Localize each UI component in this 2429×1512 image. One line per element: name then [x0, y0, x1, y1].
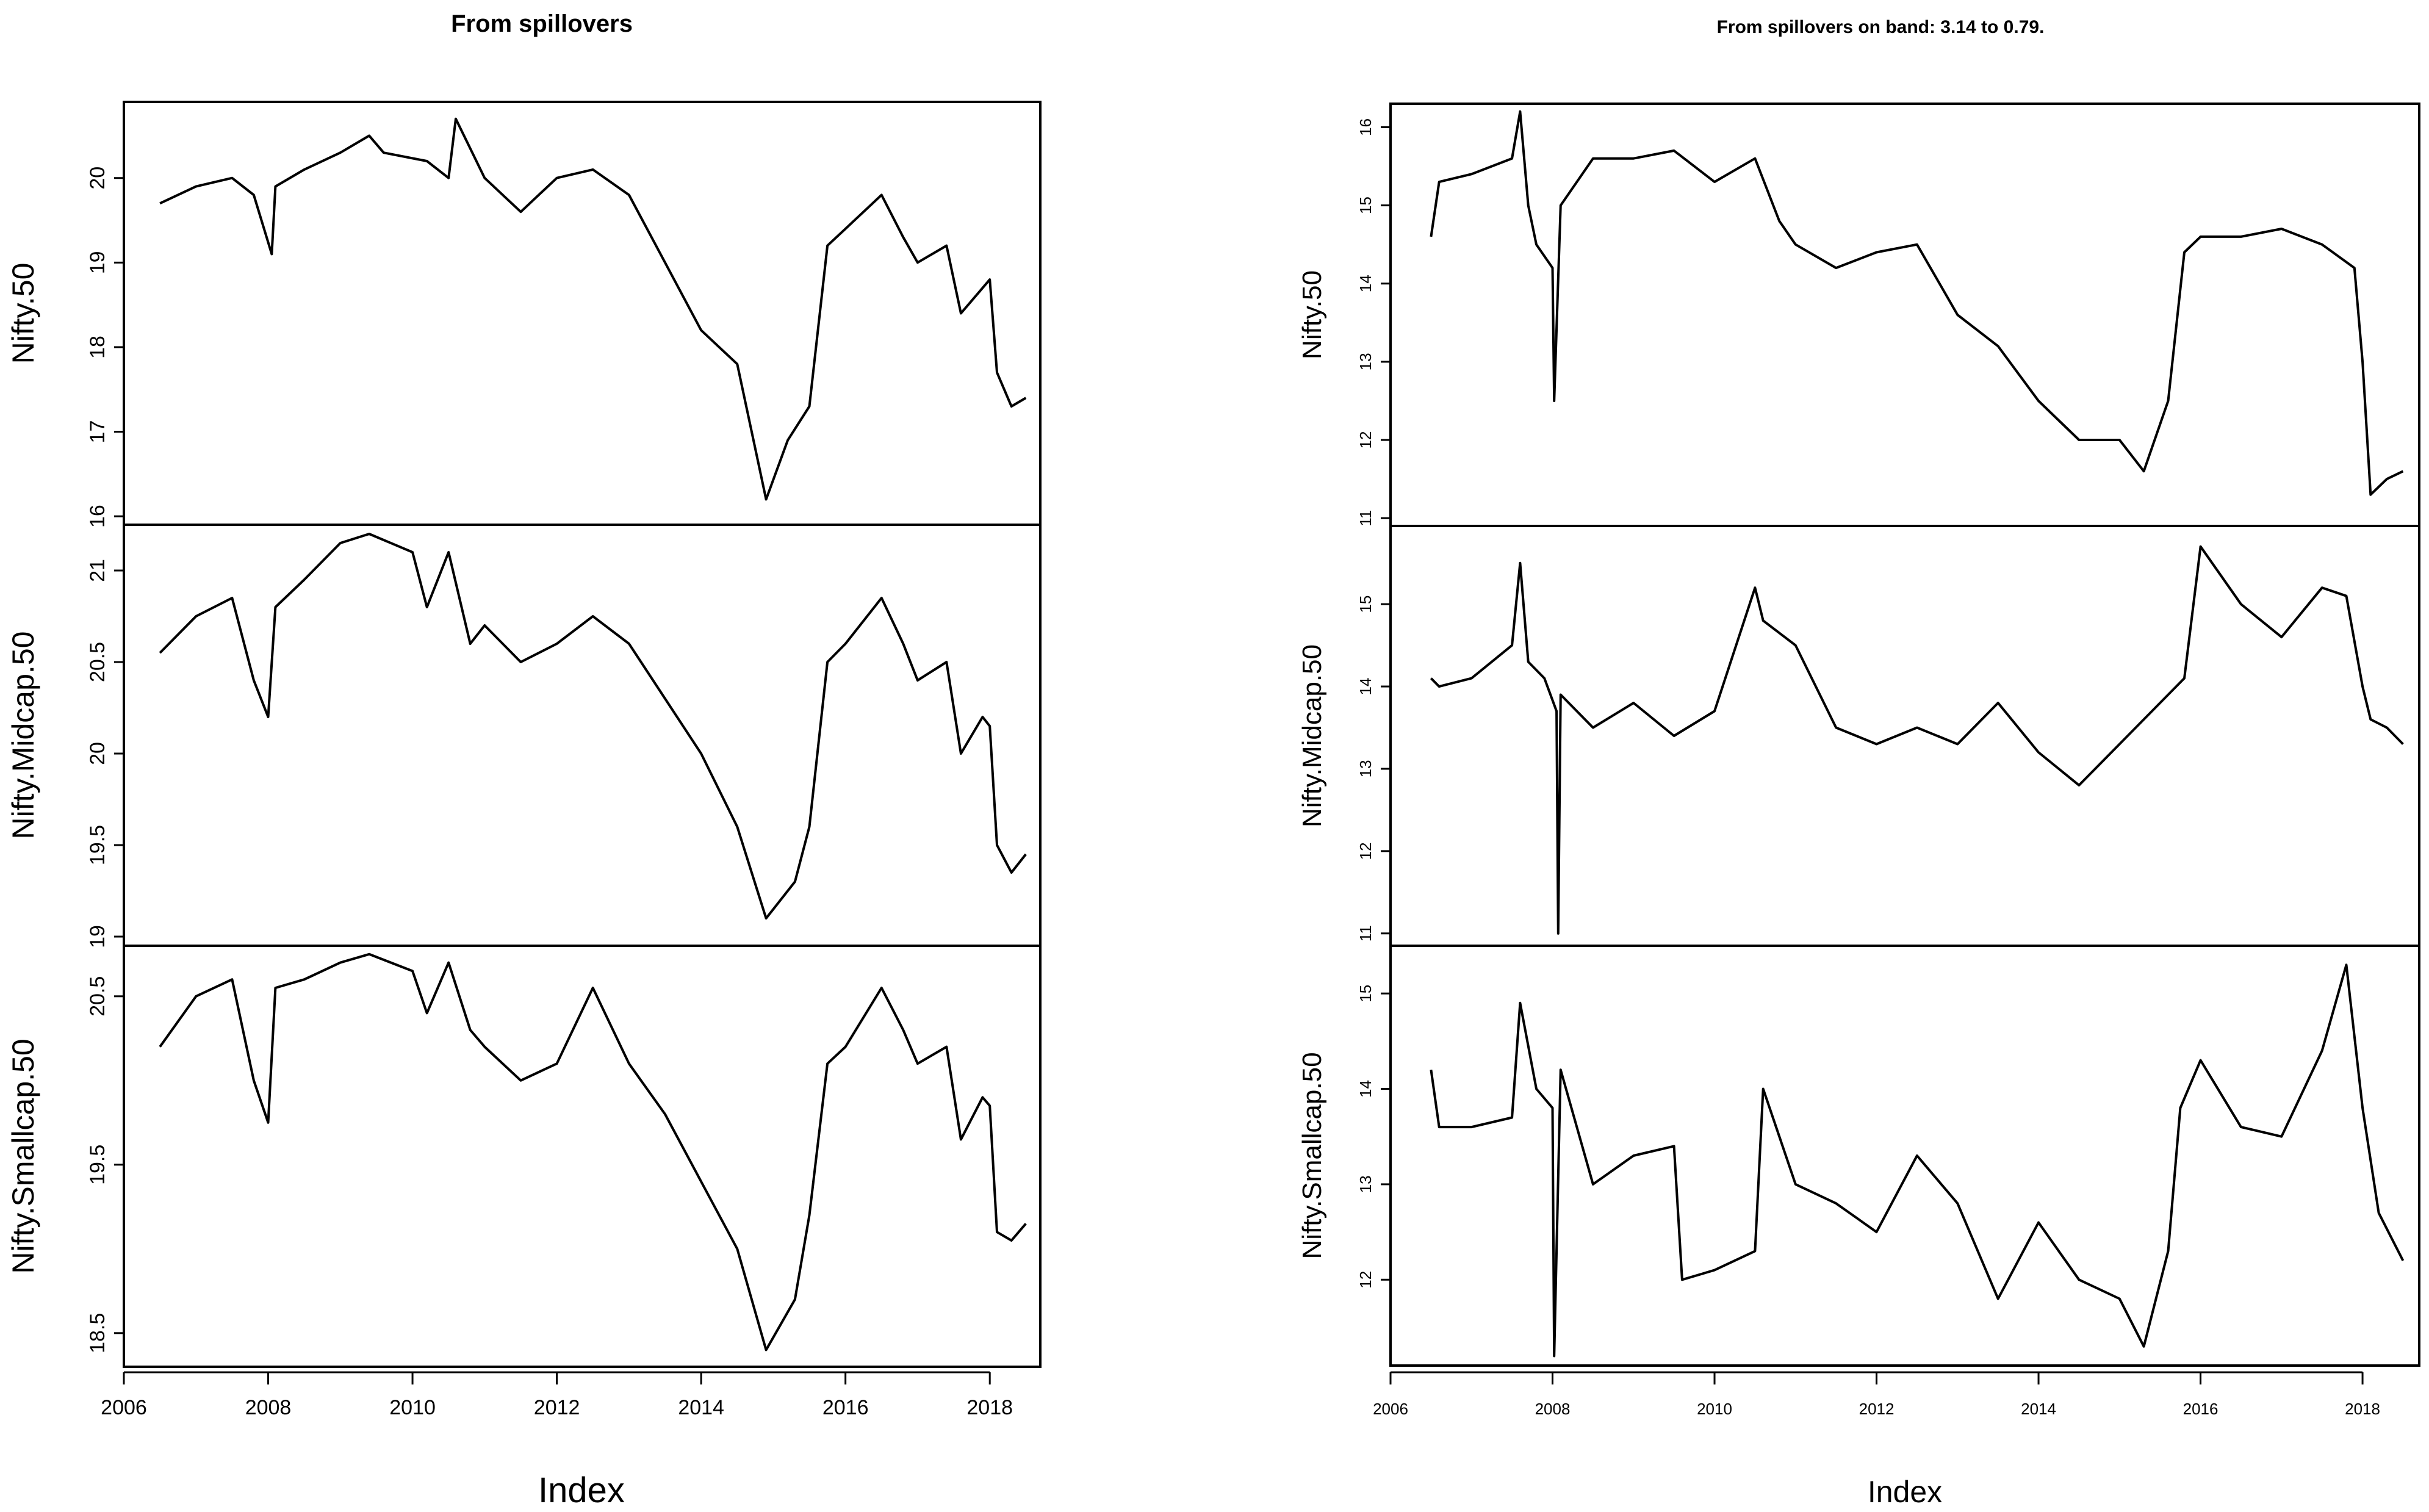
right-panel-1-ytick-label: 12 — [1356, 842, 1375, 860]
left-panel-1-ytick-label: 19 — [86, 925, 109, 948]
left-panel-0-ytick-label: 20 — [86, 167, 109, 190]
left-panel-0-ytick-label: 16 — [86, 505, 109, 528]
right-panel-0-frame — [1389, 103, 2420, 527]
left-panel-1-ylabel: Nifty.Midcap.50 — [6, 632, 40, 840]
right-xtick-label: 2006 — [1373, 1400, 1408, 1418]
right-panel-1-series-line — [1430, 545, 2404, 935]
left-chart: From spillovers Index 16 17 18 19 20 Nifty.50… — [6, 10, 1042, 1510]
right-chart: From spillovers on band: 3.14 to 0.79. I… — [1297, 17, 2420, 1509]
right-panel-1-ytick-label: 15 — [1356, 596, 1375, 613]
right-panel-1-ylabel: Nifty.Midcap.50 — [1297, 644, 1327, 827]
left-chart-xlabel: Index — [538, 1471, 625, 1510]
left-panel-0-ytick-label: 18 — [86, 336, 109, 359]
right-xtick-label: 2008 — [1535, 1400, 1571, 1418]
left-panel-1-ytick-label: 20 — [86, 742, 109, 765]
right-panel-0-ytick-label: 13 — [1356, 353, 1375, 370]
right-panel-0-ytick-label: 12 — [1356, 431, 1375, 449]
left-panel-0-series-line — [159, 117, 1027, 501]
left-xtick-label: 2006 — [101, 1396, 147, 1419]
right-panel-2-ytick-label: 15 — [1356, 985, 1375, 1003]
left-xtick-label: 2014 — [678, 1396, 724, 1419]
left-panel-0-ytick-label: 19 — [86, 251, 109, 274]
right-panel-0-ytick-label: 11 — [1356, 510, 1375, 527]
right-panel-2-ylabel: Nifty.Smallcap.50 — [1297, 1052, 1327, 1259]
left-panel-1-ytick-label: 21 — [86, 559, 109, 582]
right-panel-1-ytick-label: 14 — [1356, 678, 1375, 696]
left-panel-0-ytick-label: 17 — [86, 420, 109, 444]
left-panel-2-ytick-label: 20.5 — [86, 976, 109, 1017]
left-panel-2-ylabel: Nifty.Smallcap.50 — [6, 1039, 40, 1273]
right-panel-2-ytick-label: 14 — [1356, 1080, 1375, 1098]
left-xtick-label: 2018 — [966, 1396, 1013, 1419]
right-panel-0-ylabel: Nifty.50 — [1297, 270, 1327, 359]
right-panel-0-ytick-label: 16 — [1356, 118, 1375, 136]
right-panel-0-ytick-label: 14 — [1356, 275, 1375, 292]
left-panel-0-frame — [123, 101, 1042, 526]
left-xtick-label: 2008 — [245, 1396, 292, 1419]
right-panel-2-ytick-label: 12 — [1356, 1271, 1375, 1289]
right-panel-2-frame — [1389, 945, 2420, 1367]
right-panel-1-ytick-label: 13 — [1356, 760, 1375, 777]
right-panel-1-frame — [1389, 525, 2420, 947]
right-chart-title: From spillovers on band: 3.14 to 0.79. — [1717, 17, 2045, 37]
right-panel-1-ytick-label: 11 — [1356, 925, 1375, 941]
left-panel-2-series-line — [159, 952, 1027, 1352]
right-panel-2-ytick-label: 13 — [1356, 1175, 1375, 1193]
left-xtick-label: 2010 — [389, 1396, 436, 1419]
right-panel-2-series-line — [1430, 963, 2405, 1358]
right-panel-0-ytick-label: 15 — [1356, 196, 1375, 214]
left-panel-0-ylabel: Nifty.50 — [6, 263, 40, 364]
right-chart-xlabel: Index — [1868, 1475, 1942, 1509]
left-xtick-label: 2016 — [822, 1396, 869, 1419]
left-chart-title: From spillovers — [451, 10, 633, 37]
right-xtick-label: 2018 — [2345, 1400, 2380, 1418]
left-panel-2-frame — [123, 945, 1042, 1368]
right-xtick-label: 2010 — [1697, 1400, 1732, 1418]
left-xtick-label: 2012 — [534, 1396, 580, 1419]
left-panel-2-ytick-label: 18.5 — [86, 1313, 109, 1353]
left-panel-1-ytick-label: 20.5 — [86, 642, 109, 682]
right-xtick-label: 2012 — [1859, 1400, 1895, 1418]
right-xtick-label: 2014 — [2021, 1400, 2056, 1418]
left-panel-1-frame — [123, 524, 1042, 947]
left-panel-1-series-line — [159, 533, 1027, 920]
right-panel-0-series-line — [1430, 110, 2404, 496]
left-panel-1-ytick-label: 19.5 — [86, 825, 109, 865]
right-xtick-label: 2016 — [2183, 1400, 2218, 1418]
left-panel-2-ytick-label: 19.5 — [86, 1145, 109, 1185]
